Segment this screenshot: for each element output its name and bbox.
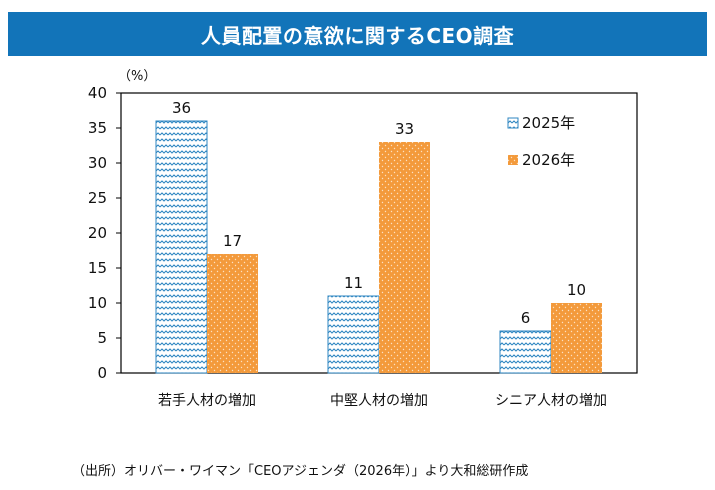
y-tick-label: 15: [88, 259, 107, 277]
source-note: （出所）オリバー・ワイマン「CEOアジェンダ（2026年）」より大和総研作成: [72, 464, 529, 479]
y-unit-label: （%）: [118, 69, 156, 84]
legend-swatch: [508, 155, 518, 165]
legend-label: 2026年: [522, 151, 575, 169]
y-tick-label: 5: [97, 329, 107, 347]
x-category-label: 中堅人材の増加: [330, 393, 428, 409]
bar-series2: [379, 142, 430, 373]
bar-series1: [499, 330, 552, 374]
y-tick-label: 35: [88, 119, 107, 137]
data-label: 11: [344, 274, 363, 292]
y-tick-label: 30: [88, 154, 107, 172]
y-tick-label: 10: [88, 294, 107, 312]
legend-swatch: [507, 117, 519, 129]
y-tick-label: 0: [97, 364, 107, 382]
data-label: 36: [172, 99, 191, 117]
bar-series2: [207, 254, 258, 373]
x-category-label: 若手人材の増加: [158, 393, 256, 409]
data-label: 6: [521, 309, 531, 327]
bar-series2: [551, 303, 602, 373]
x-category-label: シニア人材の増加: [495, 393, 607, 409]
data-label: 10: [567, 281, 586, 299]
legend-label: 2025年: [522, 114, 575, 132]
y-tick-label: 25: [88, 189, 107, 207]
chart-title: 人員配置の意欲に関するCEO調査: [8, 12, 707, 56]
data-label: 33: [395, 120, 414, 138]
data-label: 17: [223, 232, 242, 250]
y-tick-label: 20: [88, 224, 107, 242]
bar-series1: [155, 120, 208, 374]
bar-series1: [327, 295, 380, 374]
y-tick-label: 40: [88, 84, 107, 102]
